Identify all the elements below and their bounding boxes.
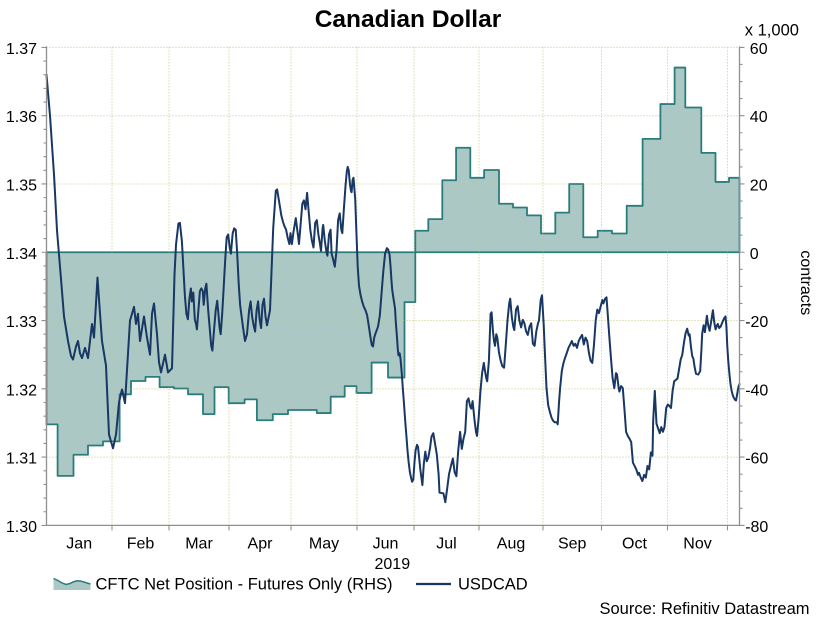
svg-text:1.31: 1.31 — [6, 451, 37, 468]
svg-text:0: 0 — [750, 246, 759, 263]
svg-text:-20: -20 — [745, 314, 768, 331]
svg-text:contracts: contracts — [797, 250, 814, 315]
svg-text:x 1,000: x 1,000 — [745, 22, 799, 40]
svg-text:USDCAD: USDCAD — [458, 576, 528, 594]
svg-text:Oct: Oct — [622, 536, 647, 553]
svg-text:2019: 2019 — [375, 556, 411, 573]
svg-text:40: 40 — [750, 109, 768, 126]
svg-text:1.33: 1.33 — [6, 314, 37, 331]
svg-text:1.30: 1.30 — [6, 519, 37, 536]
svg-text:Jul: Jul — [436, 536, 456, 553]
svg-text:CFTC Net Position - Futures On: CFTC Net Position - Futures Only (RHS) — [96, 576, 393, 594]
svg-text:Source: Refinitiv Datastream: Source: Refinitiv Datastream — [600, 600, 810, 618]
svg-text:Apr: Apr — [248, 536, 274, 553]
svg-text:Jun: Jun — [373, 536, 399, 553]
svg-text:Nov: Nov — [683, 536, 711, 553]
svg-text:Jan: Jan — [66, 536, 92, 553]
svg-text:Canadian Dollar: Canadian Dollar — [315, 6, 502, 33]
svg-text:-40: -40 — [745, 382, 768, 399]
svg-text:60: 60 — [750, 41, 768, 58]
svg-text:May: May — [309, 536, 339, 553]
svg-text:1.37: 1.37 — [6, 41, 37, 58]
svg-text:20: 20 — [750, 177, 768, 194]
svg-text:1.35: 1.35 — [6, 177, 37, 194]
svg-text:Aug: Aug — [497, 536, 525, 553]
svg-text:1.34: 1.34 — [6, 246, 37, 263]
svg-text:Mar: Mar — [185, 536, 213, 553]
svg-text:-80: -80 — [745, 519, 768, 536]
svg-text:Feb: Feb — [127, 536, 155, 553]
svg-text:-60: -60 — [745, 451, 768, 468]
svg-text:1.36: 1.36 — [6, 109, 37, 126]
svg-text:1.32: 1.32 — [6, 382, 37, 399]
svg-text:Sep: Sep — [558, 536, 587, 553]
